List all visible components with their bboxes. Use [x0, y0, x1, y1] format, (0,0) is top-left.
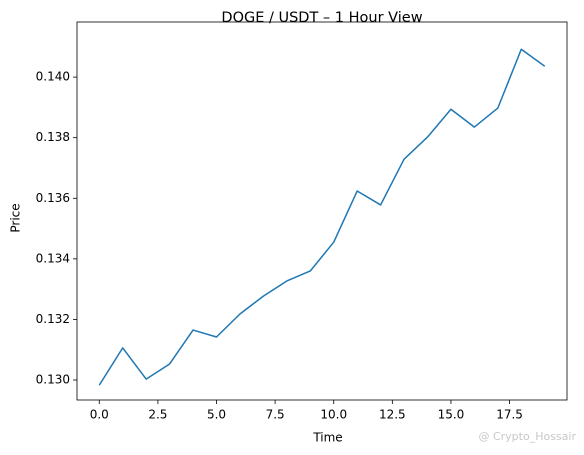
watermark: @ Crypto_Hossair	[478, 430, 576, 443]
x-tick-label: 10.0	[320, 408, 347, 422]
plot-frame	[76, 21, 568, 401]
x-tick-label: 2.5	[148, 408, 167, 422]
y-tick-label: 0.134	[36, 251, 70, 265]
x-tick-label: 5.0	[207, 408, 226, 422]
y-tick-label: 0.136	[36, 191, 70, 205]
line-series	[98, 48, 546, 386]
y-tick-label: 0.132	[36, 312, 70, 326]
x-tick-label: 15.0	[438, 408, 465, 422]
chart-title: DOGE / USDT – 1 Hour View	[221, 10, 422, 26]
y-tick-label: 0.138	[36, 130, 70, 144]
y-tick-label: 0.130	[36, 373, 70, 387]
y-axis-label: Price	[9, 203, 23, 232]
x-axis-label: Time	[312, 431, 342, 445]
x-tick-label: 17.5	[496, 408, 523, 422]
x-tick-label: 0.0	[90, 408, 109, 422]
x-tick-label: 12.5	[379, 408, 406, 422]
x-tick-label: 7.5	[266, 408, 285, 422]
y-tick-label: 0.140	[36, 70, 70, 84]
